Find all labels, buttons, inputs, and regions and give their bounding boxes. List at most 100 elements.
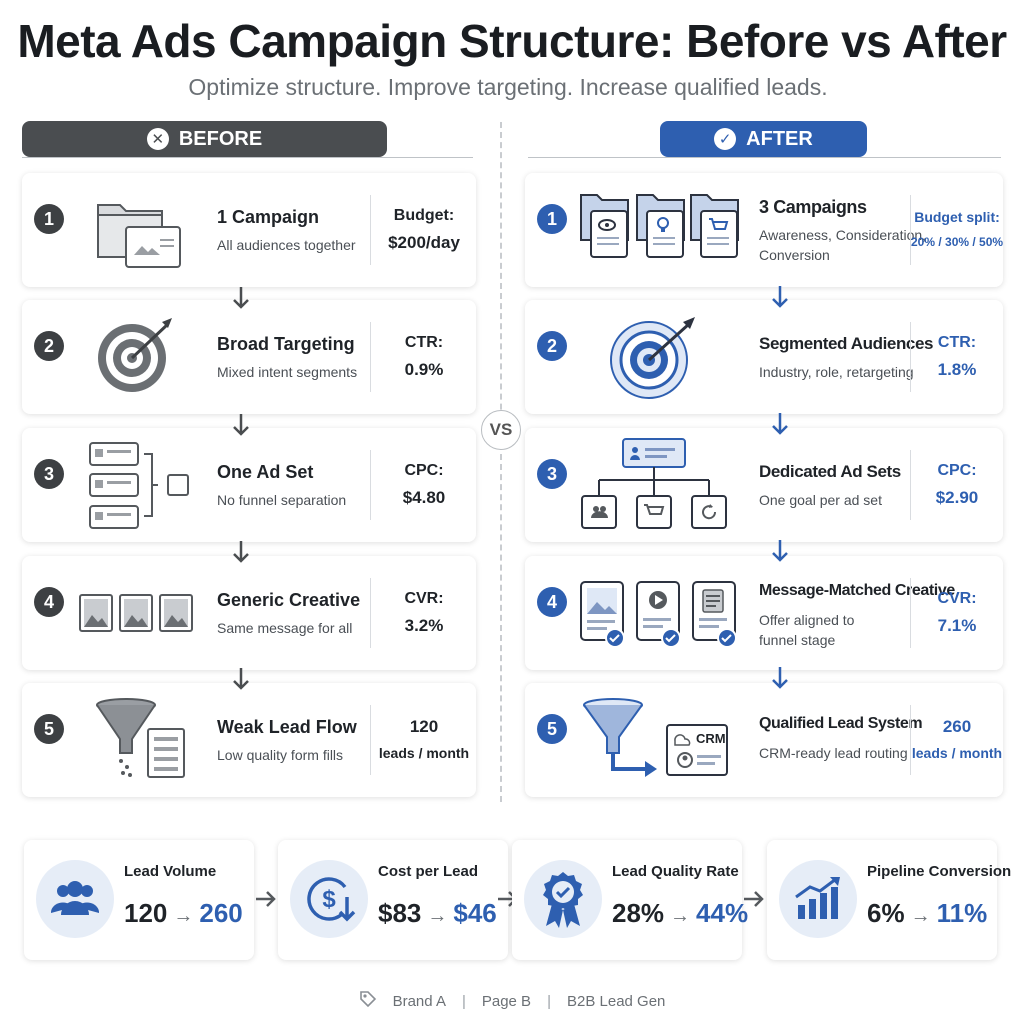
metric-label: CTR: [937,334,977,351]
down-arrow-icon [233,414,249,436]
kpi-label: Pipeline Conversion [867,863,1012,880]
step-number: 2 [537,331,567,361]
kpi-card-pipeline-conversion: Pipeline Conversion 6% → 11% [767,840,1011,960]
card-metric: CVR: 3.2% [374,590,474,636]
target-icon [98,318,172,392]
footer: Brand A | Page B | B2B Lead Gen [0,990,1024,1012]
kpi-card-cost-per-lead: $ Cost per Lead $83 → $46 [278,840,508,960]
card-title: Generic Creative [217,590,361,610]
card-title: Segmented Audiences [759,334,934,353]
hierarchy-icon [581,438,727,529]
card-title: Weak Lead Flow [217,717,357,737]
card-subtitle: CRM-ready lead routing [759,745,908,761]
kpi-card-lead-quality-rate: Lead Quality Rate 28% → 44% [512,840,748,960]
footer-separator: | [461,992,466,1010]
card-metric: CTR: 1.8% [911,334,1003,380]
card-divider [910,578,911,648]
card-subtitle: Mixed intent segments [217,364,358,380]
metric-label: CVR: [404,590,444,607]
right-arrow-icon: → [670,905,691,927]
x-circle-icon: ✕ [146,128,169,150]
down-arrow-icon [772,667,788,689]
target-icon [610,317,695,399]
funnel-icon [96,698,185,778]
after-card-1: 1 3 Campaigns Awareness, Consideration, … [525,173,1003,287]
footer-page: Page B [481,992,532,1010]
right-arrow-icon [256,891,276,907]
before-card-1: 1 1 Campaign All audiences together Budg… [22,173,476,287]
creative-check-icon [580,581,737,648]
kpi-from: 6% [867,898,905,928]
right-arrow-icon: → [910,905,931,927]
metric-label: CTR: [404,334,444,351]
card-subtitle: Same message for all [217,620,353,636]
image-icon [79,594,193,632]
card-divider [910,322,911,392]
kpi-value: 28% → 44% [612,898,748,929]
kpi-from: $83 [378,898,422,928]
metric-label: 260 [942,717,972,736]
card-title: Dedicated Ad Sets [759,462,901,481]
step-number: 2 [34,331,64,361]
crm-icon [583,698,728,777]
kpi-label: Lead Quality Rate [612,863,739,880]
footer-brand: Brand A [392,992,446,1010]
card-metric: Budget: $200/day [374,207,474,253]
metric-label: Budget: [393,207,455,224]
card-divider [370,322,371,392]
kpi-to: 44% [696,898,749,928]
card-subtitle: All audiences together [217,237,356,253]
after-card-4: 4 Message-Matched Creative Offer aligned… [525,556,1003,670]
page-subtitle: Optimize structure. Improve targeting. I… [188,74,828,100]
ad-set-icon [89,442,189,529]
metric-value: 1.8% [937,360,977,379]
kpi-from: 120 [124,898,168,928]
card-subtitle-line: funnel stage [759,632,836,648]
check-circle-icon: ✓ [714,128,737,150]
card-metric: CVR: 7.1% [911,590,1003,636]
card-title: Qualified Lead System [759,715,923,732]
down-arrow-icon [233,287,249,309]
card-metric: CPC: $4.80 [374,462,474,508]
metric-value: 0.9% [404,360,444,379]
card-metric: CPC: $2.90 [911,462,1003,508]
metric-value: $2.90 [935,488,979,507]
before-label: BEFORE [178,127,263,150]
crm-label: CRM [696,731,726,746]
card-divider [910,705,911,775]
card-metric: Budget split: 20% / 30% / 50% [911,209,1003,249]
kpi-value: $83 → $46 [378,898,497,929]
down-arrow-icon [233,668,249,690]
metric-label: 120 [409,717,439,736]
right-arrow-icon: → [173,905,194,927]
card-divider [370,195,371,265]
kpi-to: 260 [199,898,243,928]
kpi-label: Cost per Lead [378,863,479,880]
card-subtitle-line: Offer aligned to [759,612,855,628]
after-card-5: 5 CRM Qualified Lead System CRM-ready le… [525,683,1003,797]
card-subtitle: Industry, role, retargeting [759,364,914,380]
step-number: 3 [537,459,567,489]
step-number: 5 [34,714,64,744]
step-number: 4 [34,587,64,617]
tag-icon [359,990,377,1012]
after-rule [528,157,1001,158]
down-arrow-icon [772,540,788,562]
right-arrow-icon [744,891,764,907]
metric-label: Budget split: [914,209,1000,225]
card-metric: 120 leads / month [374,717,474,761]
card-subtitle-line: Conversion [759,247,830,263]
after-header: ✓ AFTER [660,121,867,157]
growth-chart-icon [779,860,857,938]
kpi-to: 11% [936,898,988,928]
card-divider [370,578,371,648]
step-number: 5 [537,714,567,744]
before-header: ✕ BEFORE [22,121,387,157]
metric-label: CVR: [937,590,977,607]
card-divider [370,705,371,775]
badge-icon [524,860,602,938]
card-title: 3 Campaigns [759,197,867,217]
page-title: Meta Ads Campaign Structure: Before vs A… [17,15,1007,67]
card-title: 1 Campaign [217,207,320,227]
folder-icon [97,204,181,268]
